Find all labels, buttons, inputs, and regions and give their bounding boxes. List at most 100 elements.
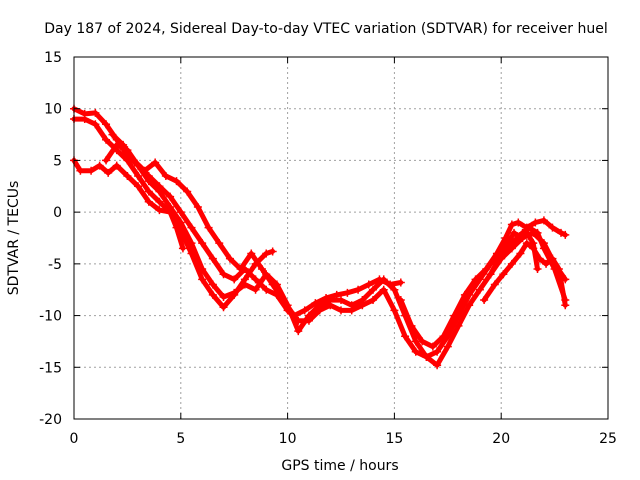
data-point xyxy=(311,299,320,308)
data-point xyxy=(225,254,234,263)
data-point xyxy=(294,316,303,325)
data-point xyxy=(396,296,405,305)
data-point xyxy=(510,228,519,237)
data-point xyxy=(208,290,217,299)
data-point xyxy=(172,223,181,232)
data-point xyxy=(257,265,266,274)
data-point xyxy=(144,197,153,206)
data-point xyxy=(279,296,288,305)
data-point xyxy=(215,239,224,248)
data-point xyxy=(155,182,164,191)
data-point xyxy=(418,337,427,346)
data-point xyxy=(401,332,410,341)
data-point xyxy=(219,303,228,312)
y-tick-label: -20 xyxy=(39,412,62,428)
x-tick-label: 0 xyxy=(70,431,79,447)
data-point xyxy=(300,306,309,315)
data-point xyxy=(240,275,249,284)
data-point xyxy=(347,306,356,315)
data-point xyxy=(375,275,384,284)
data-point xyxy=(480,296,489,305)
data-point xyxy=(76,166,85,175)
data-point xyxy=(379,285,388,294)
data-point xyxy=(102,120,111,129)
data-point xyxy=(91,108,100,117)
data-point xyxy=(290,311,299,320)
data-point xyxy=(516,249,525,258)
data-point xyxy=(155,206,164,215)
data-point xyxy=(129,156,138,165)
data-point xyxy=(337,296,345,305)
data-point xyxy=(198,239,207,248)
data-point xyxy=(364,280,373,289)
data-point xyxy=(507,220,516,229)
data-point xyxy=(102,135,111,144)
data-point xyxy=(516,234,525,242)
data-point xyxy=(514,218,523,227)
data-point xyxy=(548,223,557,232)
data-point xyxy=(144,171,153,180)
data-point xyxy=(354,285,363,294)
data-point xyxy=(155,197,164,206)
data-point xyxy=(144,187,153,196)
data-point xyxy=(337,306,345,315)
data-point xyxy=(251,275,260,284)
data-point xyxy=(475,285,484,294)
y-tick-label: 5 xyxy=(53,153,62,169)
y-axis-label: SDTVAR / TECUs xyxy=(6,181,22,296)
data-point xyxy=(178,244,187,253)
data-point xyxy=(219,292,228,301)
data-point xyxy=(112,161,121,170)
axis-ticks xyxy=(73,56,609,420)
data-point xyxy=(294,327,303,336)
y-tick-label: 10 xyxy=(44,102,62,118)
data-point xyxy=(219,270,228,279)
data-point xyxy=(322,293,331,302)
data-point xyxy=(529,239,538,248)
data-point xyxy=(204,223,213,232)
data-point xyxy=(460,290,469,299)
data-point xyxy=(369,285,378,294)
data-point xyxy=(332,290,341,299)
data-point xyxy=(533,228,542,237)
data-point xyxy=(104,168,113,177)
series-track-8 xyxy=(488,230,540,277)
data-point xyxy=(522,228,531,237)
data-point xyxy=(187,249,196,258)
data-point xyxy=(539,244,548,253)
data-point xyxy=(102,156,111,165)
data-point xyxy=(482,265,491,274)
data-point xyxy=(490,280,499,289)
data-point xyxy=(268,280,277,289)
plot-frame xyxy=(73,56,609,420)
y-tick-label: -15 xyxy=(39,360,62,376)
data-point xyxy=(108,130,117,139)
data-point xyxy=(450,311,459,320)
data-point xyxy=(507,259,516,268)
data-point xyxy=(396,278,405,287)
data-point xyxy=(134,182,143,191)
data-point xyxy=(358,301,367,310)
data-point xyxy=(134,171,143,180)
series-track-5 xyxy=(109,132,404,319)
data-point xyxy=(247,249,256,258)
data-point xyxy=(503,239,512,248)
data-point xyxy=(326,301,335,310)
data-point xyxy=(262,249,271,258)
x-tick-labels: 0 5 10 15 20 25 xyxy=(70,431,617,447)
x-axis-label: GPS time / hours xyxy=(281,458,398,474)
y-tick-label: 0 xyxy=(53,205,62,221)
data-point xyxy=(531,218,540,227)
data-point xyxy=(411,347,420,356)
data-point xyxy=(119,140,128,149)
data-point xyxy=(533,265,542,274)
series-track-7 xyxy=(481,240,568,308)
data-point xyxy=(198,275,207,284)
data-point xyxy=(390,285,399,294)
data-point xyxy=(91,120,100,129)
data-point xyxy=(369,296,378,305)
y-tick-label: 15 xyxy=(44,50,62,66)
y-tick-label: -10 xyxy=(39,309,62,325)
data-point xyxy=(554,265,563,274)
data-point xyxy=(95,161,104,170)
